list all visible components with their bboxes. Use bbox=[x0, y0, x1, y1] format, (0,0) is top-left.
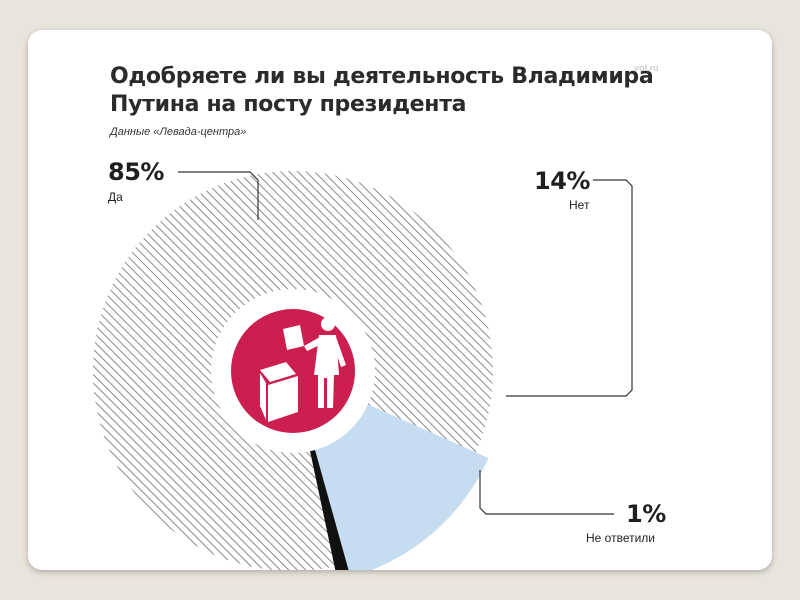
leader-line-yes bbox=[178, 171, 259, 220]
slice-yes bbox=[93, 171, 493, 570]
leader-line-no-answer bbox=[479, 470, 614, 515]
leader-line-no bbox=[506, 179, 633, 397]
label-no: Нет bbox=[569, 198, 590, 212]
label-noanswer-percent: 1% bbox=[626, 500, 666, 528]
label-no-percent: 14% bbox=[534, 167, 590, 195]
chart-card: Одобряете ли вы деятельность Владимира П… bbox=[28, 30, 772, 570]
slice-no-answer bbox=[310, 449, 349, 570]
pie-chart bbox=[93, 171, 633, 570]
label-noanswer: Не ответили bbox=[586, 531, 655, 545]
label-yes: Да bbox=[108, 190, 123, 204]
slice-no bbox=[315, 404, 489, 570]
brand-logo: vol.ru bbox=[634, 63, 659, 73]
voter-icon bbox=[260, 317, 346, 422]
label-yes-percent: 85% bbox=[108, 158, 164, 186]
chart-title: Одобряете ли вы деятельность Владимира П… bbox=[110, 64, 654, 117]
chart-subtitle: Данные «Левада-центра» bbox=[110, 126, 247, 138]
